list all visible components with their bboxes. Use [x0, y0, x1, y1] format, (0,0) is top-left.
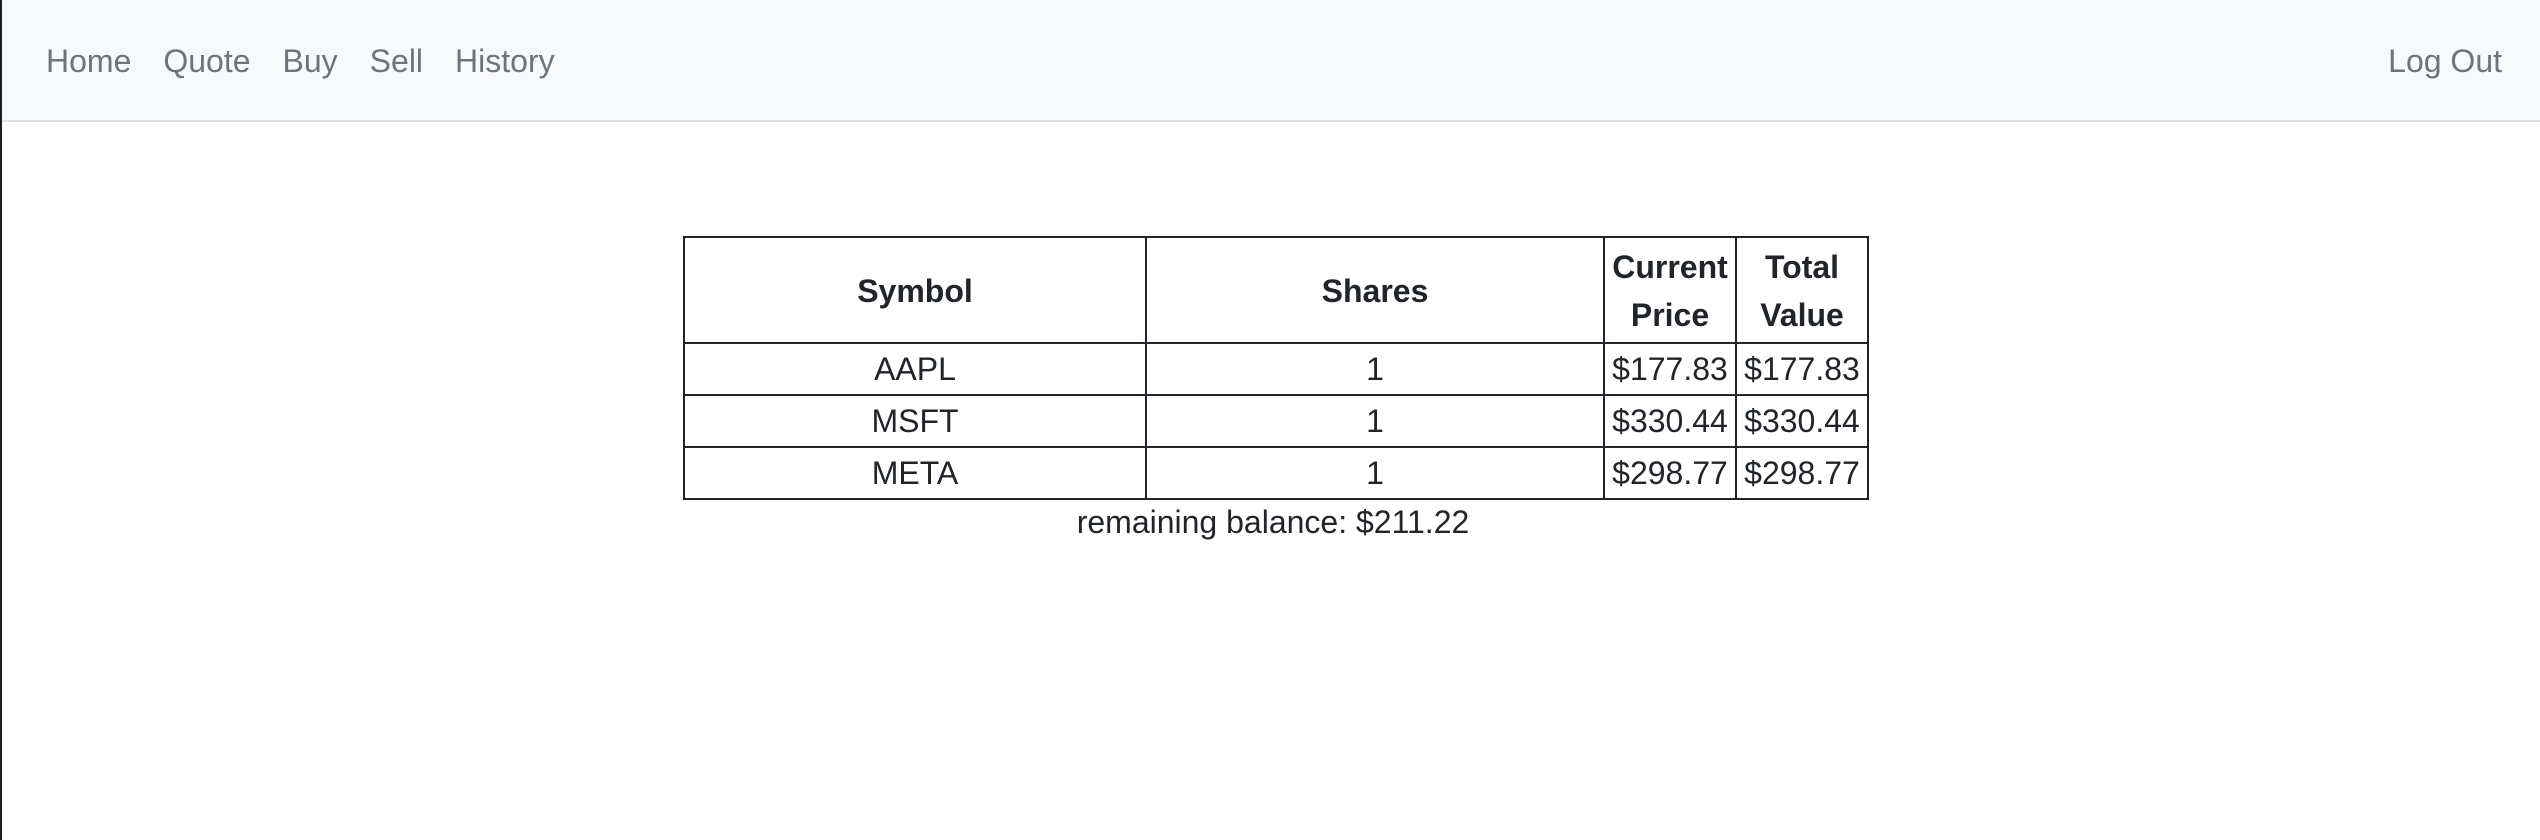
- nav-link-buy[interactable]: Buy: [282, 43, 338, 79]
- cell-price: $177.83: [1603, 342, 1737, 396]
- header-total-value: Total Value: [1735, 236, 1869, 344]
- header-symbol: Symbol: [683, 236, 1147, 344]
- cell-shares: 1: [1145, 342, 1605, 396]
- logout-link[interactable]: Log Out: [2388, 43, 2502, 79]
- nav-link-sell[interactable]: Sell: [369, 43, 424, 79]
- cell-shares: 1: [1145, 394, 1605, 448]
- header-current-price-line2: Price: [1630, 297, 1710, 333]
- nav-links: Home Quote Buy Sell History: [44, 0, 571, 122]
- header-total-value-line1: Total: [1764, 249, 1840, 285]
- remaining-balance: remaining balance: $211.22: [1076, 504, 1470, 540]
- table-row: META 1 $298.77 $298.77: [683, 446, 1869, 500]
- portfolio-table: Symbol Shares Current Price Total Value …: [683, 236, 1869, 500]
- header-shares: Shares: [1145, 236, 1605, 344]
- nav-link-home[interactable]: Home: [46, 43, 132, 79]
- table-header-row: Symbol Shares Current Price Total Value: [683, 236, 1869, 344]
- table-row: MSFT 1 $330.44 $330.44: [683, 394, 1869, 448]
- cell-symbol: MSFT: [683, 394, 1147, 448]
- cell-symbol: AAPL: [683, 342, 1147, 396]
- cell-symbol: META: [683, 446, 1147, 500]
- cell-total: $298.77: [1735, 446, 1869, 500]
- cell-price: $330.44: [1603, 394, 1737, 448]
- top-navbar: Home Quote Buy Sell History Log Out: [2, 0, 2540, 122]
- nav-link-history[interactable]: History: [455, 43, 555, 79]
- nav-right: Log Out: [2388, 0, 2502, 122]
- cell-total: $177.83: [1735, 342, 1869, 396]
- cell-shares: 1: [1145, 446, 1605, 500]
- cell-total: $330.44: [1735, 394, 1869, 448]
- nav-link-quote[interactable]: Quote: [163, 43, 251, 79]
- header-current-price-line1: Current: [1612, 249, 1728, 285]
- header-current-price: Current Price: [1603, 236, 1737, 344]
- cell-price: $298.77: [1603, 446, 1737, 500]
- header-total-value-line2: Value: [1760, 297, 1844, 333]
- table-row: AAPL 1 $177.83 $177.83: [683, 342, 1869, 396]
